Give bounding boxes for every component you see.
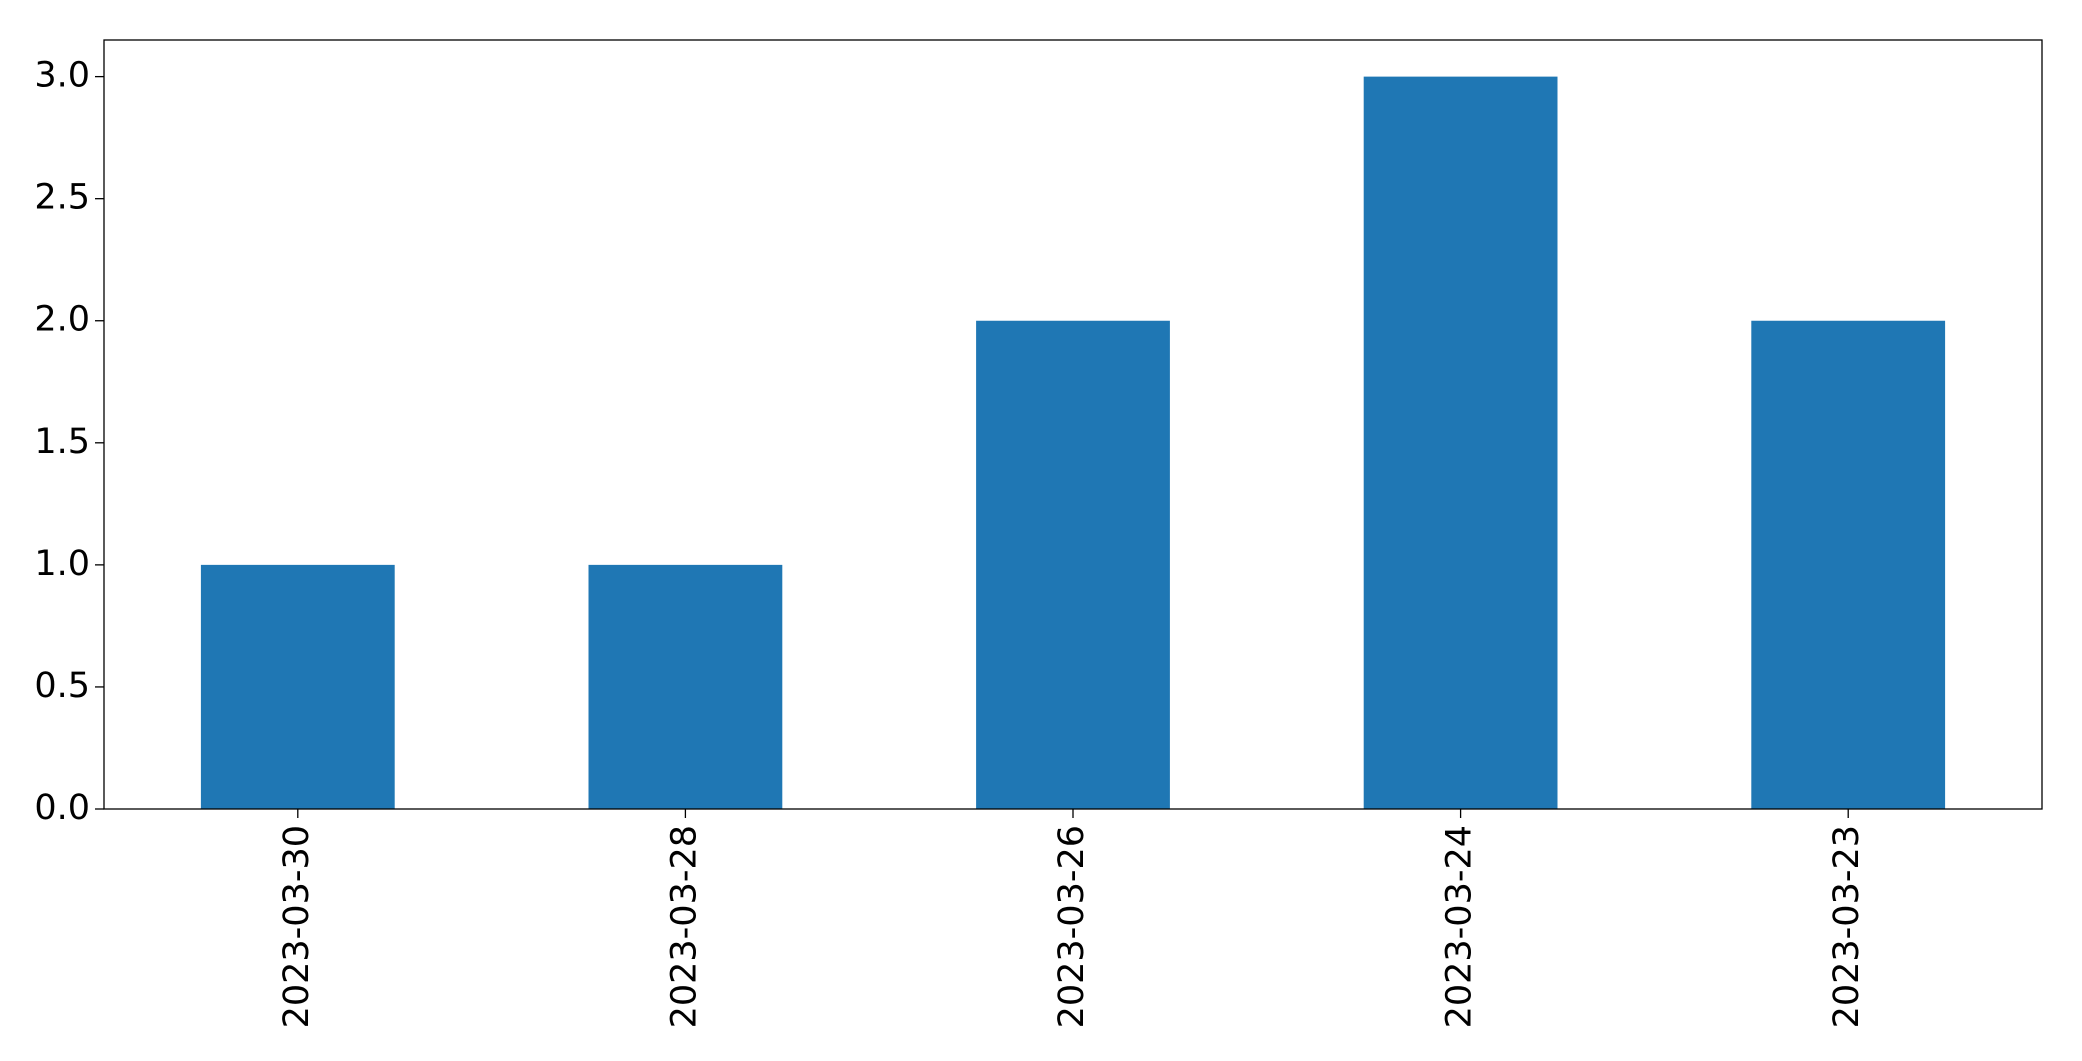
y-tick-label: 3.0 [34, 56, 90, 96]
bar [1363, 76, 1558, 810]
y-tick-label: 0.0 [34, 788, 90, 828]
x-tick-label: 2023-03-23 [1827, 825, 1867, 1028]
x-tick-label: 2023-03-28 [664, 825, 704, 1028]
x-tick-label: 2023-03-24 [1440, 825, 1480, 1028]
bar [588, 564, 783, 809]
y-tick-label: 0.5 [34, 666, 90, 706]
x-tick-label: 2023-03-26 [1052, 825, 1092, 1028]
bar [1751, 320, 1946, 809]
x-tick-label: 2023-03-30 [277, 825, 317, 1028]
bar [976, 320, 1170, 809]
y-tick-label: 2.5 [34, 178, 90, 218]
bar [200, 564, 395, 809]
y-tick-label: 1.5 [34, 422, 90, 462]
y-tick-label: 2.0 [34, 300, 90, 340]
plot-frame [103, 39, 2043, 810]
y-tick-label: 1.0 [34, 544, 90, 584]
